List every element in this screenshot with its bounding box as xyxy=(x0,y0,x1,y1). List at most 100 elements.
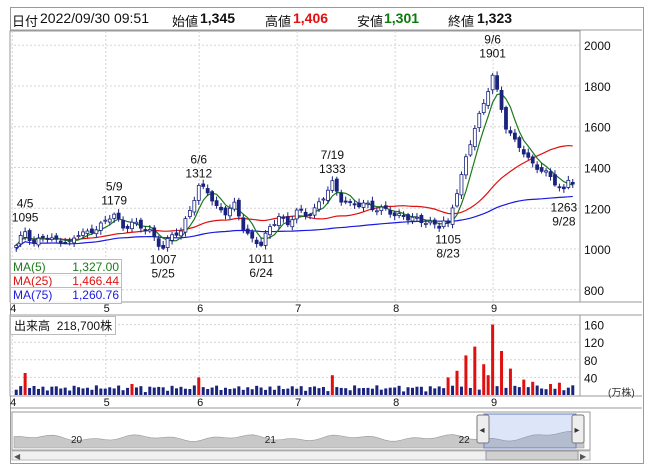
right-handle-arrow-icon: ▸ xyxy=(575,425,580,436)
candle-body xyxy=(263,232,268,246)
volume-bar xyxy=(553,388,557,395)
candle-body xyxy=(548,171,553,177)
candle-body xyxy=(526,152,531,158)
volume-bar xyxy=(183,388,187,395)
ma75-value: 1,260.76 xyxy=(72,288,119,302)
candle-body xyxy=(437,225,442,229)
candle-body xyxy=(366,202,370,205)
navigator-scrollbar[interactable] xyxy=(11,450,591,461)
candle-body xyxy=(277,216,281,226)
volume-bar xyxy=(175,388,179,395)
volume-bar xyxy=(442,388,446,395)
volume-bar xyxy=(571,385,575,395)
candle-body xyxy=(201,183,206,187)
volume-bar xyxy=(117,385,121,395)
month-tick-label: 5 xyxy=(104,397,110,409)
volume-bar xyxy=(268,386,272,395)
volume-bar xyxy=(45,390,49,395)
volume-bar xyxy=(326,391,330,395)
candle-body xyxy=(98,222,103,231)
navigator-scrollbar-thumb[interactable] xyxy=(485,450,579,461)
candle-body xyxy=(27,230,32,241)
candle-body xyxy=(32,239,36,244)
month-tick-label: 8 xyxy=(393,303,399,315)
volume-bar xyxy=(486,375,490,395)
navigator-right-handle[interactable] xyxy=(571,414,585,444)
candle-body xyxy=(530,156,535,164)
candle-body xyxy=(539,167,544,172)
candle-body xyxy=(303,211,308,217)
candle-body xyxy=(415,216,419,219)
ma5-line xyxy=(15,93,573,246)
volume-bar xyxy=(482,364,486,395)
volume-bar xyxy=(531,381,535,395)
volume-bar xyxy=(206,389,210,395)
candle-body xyxy=(72,237,77,244)
scroll-left-icon[interactable]: ◀ xyxy=(14,452,21,461)
candle-body xyxy=(428,220,433,224)
candle-body xyxy=(450,207,455,225)
scroll-right-icon[interactable]: ▶ xyxy=(580,452,587,461)
candle-body xyxy=(245,228,250,234)
candle-body xyxy=(85,230,90,234)
month-tick-label: 6 xyxy=(197,303,203,315)
annotation-value: 1179 xyxy=(101,194,127,208)
candle-body xyxy=(36,237,41,246)
volume-tick-label: 40 xyxy=(584,371,598,385)
candle-body xyxy=(410,216,415,222)
candle-body xyxy=(259,241,264,246)
candle-body xyxy=(290,219,295,228)
volume-bar xyxy=(170,385,174,395)
month-tick-label: 6 xyxy=(197,397,203,409)
range-navigator[interactable]: ◂ ▸ 20 21 22 xyxy=(11,411,591,451)
candle-body xyxy=(45,237,50,240)
volume-bar xyxy=(63,387,67,395)
annotation-date: 9/6 xyxy=(484,32,501,46)
volume-bar xyxy=(77,387,81,395)
volume-bar xyxy=(130,384,134,395)
candle-body xyxy=(446,220,451,224)
month-tick-label: 7 xyxy=(295,303,301,315)
candle-body xyxy=(419,214,424,224)
volume-bar xyxy=(557,382,561,395)
ma75-legend: MA(75) 1,260.76 xyxy=(10,287,122,304)
price-tick-label: 1200 xyxy=(584,202,611,216)
candle-body xyxy=(299,208,304,211)
candle-body xyxy=(379,206,384,211)
candle-body xyxy=(544,170,548,173)
volume-bar xyxy=(464,355,468,395)
ma25-value: 1,466.44 xyxy=(72,274,119,288)
candle-body xyxy=(152,227,157,238)
volume-bar xyxy=(210,387,214,395)
ma75-name: MA(75) xyxy=(13,288,53,302)
navigator-left-handle[interactable] xyxy=(476,414,490,444)
candle-body xyxy=(357,202,361,208)
volume-bar xyxy=(321,387,325,395)
volume-bar xyxy=(379,389,383,395)
candle-body xyxy=(130,221,134,230)
navigator-selection[interactable] xyxy=(483,413,577,449)
candle-body xyxy=(103,219,108,222)
volume-bar xyxy=(108,387,112,395)
candle-body xyxy=(67,240,72,243)
volume-bar xyxy=(446,377,450,395)
volume-bar xyxy=(393,387,397,395)
candle-body xyxy=(81,231,85,236)
volume-bar xyxy=(370,388,374,395)
volume-bar xyxy=(513,385,517,395)
annotation-date: 6/24 xyxy=(249,266,273,280)
candle-body xyxy=(325,189,330,201)
candle-body xyxy=(58,240,63,244)
month-tick-label: 8 xyxy=(393,397,399,409)
annotation-date: 5/25 xyxy=(151,267,175,281)
volume-bar xyxy=(335,387,339,395)
candle-body xyxy=(343,200,348,203)
volume-bar xyxy=(223,387,227,395)
volume-bar xyxy=(415,386,419,395)
candle-body xyxy=(90,228,94,234)
volume-bar xyxy=(99,388,103,395)
volume-bar xyxy=(500,351,504,395)
annotation-value: 1901 xyxy=(479,46,506,60)
candle-body xyxy=(174,232,179,236)
candle-body xyxy=(236,199,241,217)
